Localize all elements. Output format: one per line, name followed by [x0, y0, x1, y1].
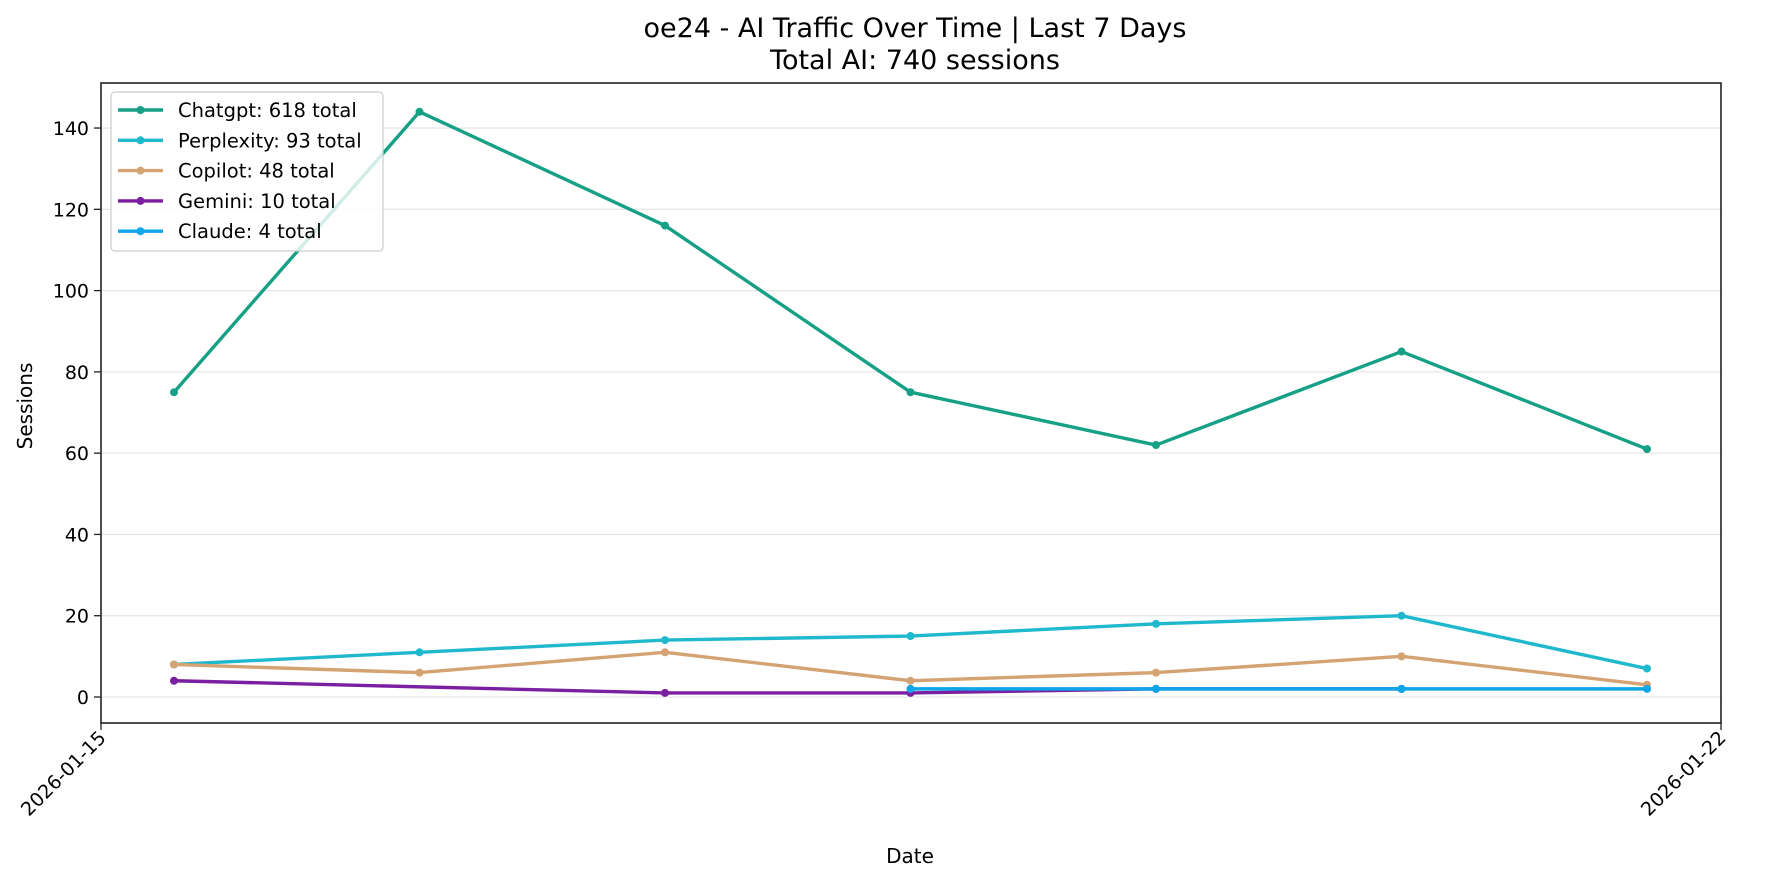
plot-area-frame: [100, 82, 1722, 724]
legend-label: Claude: 4 total: [178, 220, 322, 243]
legend-marker-icon: [136, 106, 145, 114]
data-point-marker: [906, 684, 915, 693]
legend-label: Copilot: 48 total: [178, 160, 335, 183]
y-tick-label: 100: [53, 281, 89, 303]
y-tick-label: 60: [65, 443, 89, 465]
legend-marker-icon: [136, 136, 145, 145]
data-point-marker: [661, 688, 669, 697]
legend-label: Chatgpt: 618 total: [178, 99, 357, 122]
data-point-marker: [906, 388, 915, 397]
legend: Chatgpt: 618 total Perplexity: 93 total Co…: [110, 91, 384, 252]
series-chatgpt: [170, 107, 1651, 454]
chart-title: oe24 - AI Traffic Over Time | Last 7 Day…: [644, 13, 1187, 44]
data-point-marker: [661, 636, 669, 645]
series-gemini: [170, 676, 1406, 697]
data-point-marker: [1643, 684, 1651, 693]
data-point-marker: [906, 676, 915, 685]
data-point-marker: [906, 632, 915, 641]
y-tick-label: 20: [65, 606, 89, 628]
x-axis-label: Date: [886, 844, 934, 868]
y-tick-label: 120: [53, 199, 89, 221]
x-tick-label: 2026-01-15: [17, 727, 111, 821]
data-point-marker: [415, 668, 424, 677]
legend-marker-icon: [136, 227, 145, 236]
y-tick-label: 40: [65, 524, 89, 546]
legend-label: Gemini: 10 total: [178, 190, 336, 213]
data-point-marker: [1397, 611, 1406, 620]
data-point-marker: [1152, 441, 1160, 450]
y-tick-label: 80: [65, 362, 89, 384]
data-point-marker: [170, 660, 178, 669]
legend-marker-icon: [136, 166, 145, 175]
y-tick-label: 140: [53, 118, 89, 140]
legend-item-perplexity: Perplexity: 93 total: [118, 129, 362, 152]
data-point-marker: [1397, 652, 1406, 661]
data-point-marker: [1152, 668, 1160, 677]
data-point-marker: [661, 648, 669, 657]
series-line: [172, 679, 1404, 695]
series-perplexity: [170, 611, 1651, 673]
data-point-marker: [170, 676, 178, 685]
data-point-marker: [1152, 684, 1160, 693]
data-point-marker: [1152, 619, 1160, 628]
data-point-marker: [1397, 347, 1406, 356]
x-axis-ticks: 2026-01-15 2026-01-22: [17, 723, 1731, 821]
series-claude: [906, 684, 1651, 693]
series-line: [172, 110, 1649, 451]
data-series: [170, 107, 1651, 697]
y-axis-ticks: 0 20 40 60 80 100 120 140: [53, 118, 101, 709]
legend-item-chatgpt: Chatgpt: 618 total: [118, 99, 357, 122]
legend-label: Perplexity: 93 total: [178, 129, 362, 152]
data-point-marker: [661, 221, 669, 230]
data-point-marker: [1643, 664, 1651, 673]
x-tick-label: 2026-01-22: [1637, 727, 1731, 821]
y-tick-label: 0: [77, 687, 89, 709]
legend-item-copilot: Copilot: 48 total: [118, 160, 335, 183]
legend-item-claude: Claude: 4 total: [118, 220, 322, 243]
y-axis-label: Sessions: [13, 363, 37, 450]
data-point-marker: [1397, 684, 1406, 693]
legend-box: [110, 91, 384, 252]
chart-subtitle: Total AI: 740 sessions: [769, 45, 1060, 76]
data-point-marker: [415, 648, 424, 657]
legend-item-gemini: Gemini: 10 total: [118, 190, 336, 213]
data-point-marker: [170, 388, 178, 397]
data-point-marker: [1643, 445, 1651, 454]
legend-marker-icon: [136, 196, 145, 205]
data-point-marker: [415, 107, 424, 116]
